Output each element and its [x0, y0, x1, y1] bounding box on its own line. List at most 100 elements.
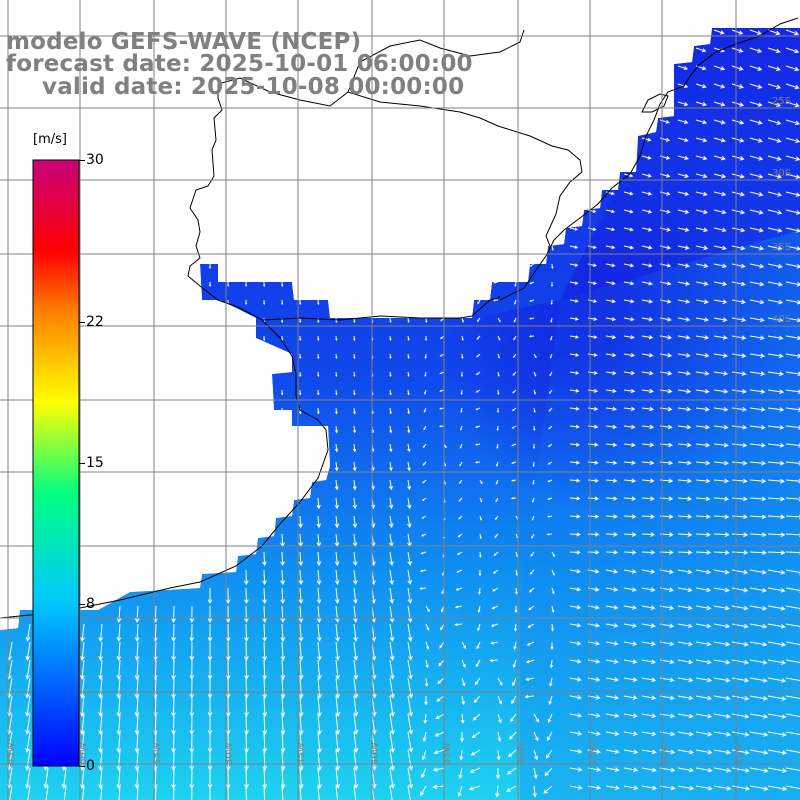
wind-arrow: [334, 569, 340, 586]
wind-arrow: [731, 47, 744, 53]
wind-arrow: [407, 443, 411, 453]
wind-arrow: [334, 443, 339, 453]
wind-arrow: [587, 245, 597, 249]
wind-arrow: [605, 353, 617, 358]
wind-arrow: [731, 119, 745, 125]
wind-arrow: [749, 514, 767, 520]
wind-arrow: [529, 587, 535, 593]
wind-arrow: [479, 479, 483, 485]
latitude-label: 30S: [772, 168, 791, 179]
wind-arrow: [749, 155, 764, 161]
wind-arrow: [299, 389, 302, 396]
wind-arrow: [225, 605, 231, 624]
wind-arrow: [569, 263, 579, 267]
wind-arrow: [209, 786, 211, 800]
wind-arrow: [695, 550, 712, 555]
wind-arrow: [134, 731, 140, 754]
wind-arrow: [767, 263, 783, 269]
wind-arrow: [407, 371, 410, 377]
wind-arrow: [641, 460, 655, 466]
wind-arrow: [134, 767, 140, 790]
wind-arrow: [334, 551, 340, 567]
colorbar-tick-mark: [79, 160, 85, 161]
wind-arrow: [641, 263, 653, 268]
wind-arrow: [749, 605, 768, 611]
wind-arrow: [317, 353, 320, 360]
wind-arrow: [749, 677, 768, 683]
wind-arrow: [767, 101, 782, 107]
wind-arrow: [713, 514, 730, 520]
wind-arrow: [623, 227, 634, 232]
wind-arrow: [475, 389, 481, 393]
wind-arrow: [525, 659, 535, 664]
wind-arrow: [547, 479, 553, 483]
wind-arrow: [677, 659, 694, 665]
wind-arrow: [439, 641, 445, 649]
wind-arrow: [189, 605, 195, 624]
wind-arrow: [731, 371, 747, 376]
wind-arrow: [641, 677, 657, 683]
wind-arrow: [456, 569, 463, 573]
wind-arrow: [677, 460, 692, 466]
wind-arrow: [767, 137, 782, 143]
wind-arrow: [407, 785, 411, 800]
wind-arrow: [623, 605, 638, 610]
wind-arrow: [208, 282, 212, 287]
wind-arrow: [569, 299, 579, 303]
wind-arrow: [569, 695, 583, 700]
wind-arrow: [641, 191, 653, 196]
wind-arrow: [389, 569, 394, 586]
wind-arrow: [641, 317, 654, 322]
wind-arrow: [352, 497, 358, 510]
wind-arrow: [767, 353, 784, 359]
wind-arrow: [334, 479, 339, 491]
wind-arrow: [353, 389, 356, 396]
wind-arrow: [713, 371, 729, 376]
colorbar-tick-label: 22: [86, 313, 104, 330]
wind-arrow: [569, 587, 582, 592]
wind-arrow: [550, 642, 554, 651]
wind-arrow: [749, 532, 767, 538]
wind-arrow: [438, 425, 445, 428]
wind-arrow: [677, 713, 694, 719]
wind-arrow: [749, 731, 769, 737]
wind-arrow: [695, 424, 711, 430]
wind-arrow: [749, 713, 769, 719]
wind-arrow: [767, 677, 787, 683]
wind-arrow: [605, 749, 620, 754]
wind-arrow: [25, 767, 31, 789]
wind-arrow: [472, 713, 481, 721]
wind-arrow: [605, 785, 620, 791]
wind-arrow: [316, 641, 322, 661]
wind-arrow: [767, 532, 786, 538]
wind-arrow: [623, 659, 638, 664]
wind-arrow: [407, 497, 412, 510]
wind-arrow: [767, 623, 786, 629]
wind-arrow: [316, 407, 320, 415]
wind-arrow: [423, 425, 427, 431]
wind-arrow: [767, 785, 788, 791]
wind-arrow: [677, 119, 689, 124]
wind-arrow: [407, 335, 410, 341]
wind-arrow: [713, 173, 727, 179]
wind-arrow: [511, 461, 517, 464]
wind-arrow: [731, 65, 744, 71]
wind-arrow: [695, 173, 708, 179]
wind-arrow: [695, 460, 711, 466]
wind-arrow: [335, 695, 341, 717]
wind-arrow: [731, 407, 748, 412]
wind-arrow: [532, 497, 535, 503]
wind-arrow: [515, 569, 519, 577]
wind-arrow: [731, 514, 749, 520]
wind-arrow: [505, 785, 517, 792]
wind-arrow: [749, 407, 766, 412]
wind-arrow: [785, 569, 800, 575]
wind-arrow: [533, 389, 536, 395]
wind-arrow: [641, 767, 657, 773]
wind-arrow: [677, 785, 695, 791]
longitude-label: 25W: [588, 742, 599, 765]
wind-arrow: [353, 731, 359, 753]
wind-arrow: [731, 623, 749, 629]
wind-arrow: [497, 695, 503, 705]
wind-arrow: [695, 496, 711, 502]
